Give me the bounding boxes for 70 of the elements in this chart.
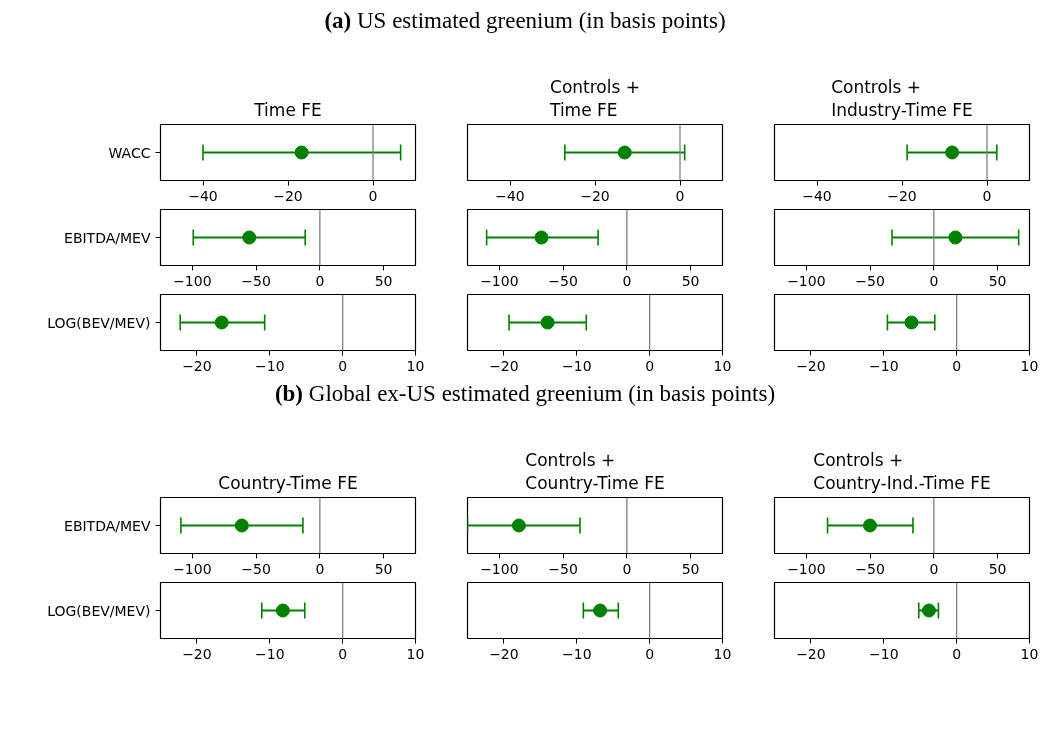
- x-tick-label: 0: [952, 645, 962, 662]
- x-tick-label: 0: [645, 645, 655, 662]
- x-tick-label: −20: [580, 187, 610, 204]
- x-tick-label: −20: [273, 187, 303, 204]
- x-tick-label: −20: [796, 357, 826, 374]
- x-tick-label: −50: [548, 560, 578, 577]
- x-tick-label: −40: [802, 187, 832, 204]
- x-tick-label: −10: [869, 357, 899, 374]
- x-tick-label: 0: [929, 560, 939, 577]
- x-tick-label: 0: [622, 272, 632, 289]
- x-tick-label: −50: [241, 272, 271, 289]
- x-tick-label: 10: [713, 645, 732, 662]
- x-tick-label: −40: [188, 187, 218, 204]
- x-tick-label: 50: [988, 560, 1007, 577]
- x-tick-label: −100: [480, 272, 519, 289]
- chart-title: Time FE: [253, 99, 322, 120]
- x-tick-label: −40: [495, 187, 525, 204]
- x-tick-label: 10: [1020, 645, 1039, 662]
- x-tick-label: 0: [315, 272, 325, 289]
- x-tick-label: 0: [338, 357, 348, 374]
- y-tick-label: EBITDA/MEV: [64, 229, 151, 246]
- x-tick-label: 0: [338, 645, 348, 662]
- x-tick-label: −50: [855, 272, 885, 289]
- x-tick-label: 0: [622, 560, 632, 577]
- x-tick-label: 50: [988, 272, 1007, 289]
- chart-title: Controls + Industry-Time FE: [831, 76, 973, 120]
- x-tick-label: −100: [173, 272, 212, 289]
- chart-title: Controls + Time FE: [549, 76, 640, 120]
- x-tick-label: 0: [315, 560, 325, 577]
- x-tick-label: −10: [255, 645, 285, 662]
- x-tick-label: −100: [787, 560, 826, 577]
- x-tick-label: 0: [952, 357, 962, 374]
- x-tick-label: −100: [480, 560, 519, 577]
- chart-title: Controls + Country-Ind.-Time FE: [813, 449, 991, 493]
- x-tick-label: −20: [796, 645, 826, 662]
- x-tick-label: 0: [929, 272, 939, 289]
- x-tick-label: −10: [562, 357, 592, 374]
- x-tick-label: −50: [241, 560, 271, 577]
- y-tick-label: LOG(BEV/MEV): [47, 314, 151, 331]
- y-tick-label: EBITDA/MEV: [64, 517, 151, 534]
- x-tick-label: 0: [982, 187, 992, 204]
- x-tick-label: −20: [182, 645, 212, 662]
- y-tick-label: LOG(BEV/MEV): [47, 602, 151, 619]
- text: (a) US estimated greenium (in basis points): [323, 7, 727, 35]
- x-tick-label: −100: [787, 272, 826, 289]
- x-tick-label: 0: [368, 187, 378, 204]
- x-tick-label: −10: [869, 645, 899, 662]
- x-tick-label: −100: [173, 560, 212, 577]
- x-tick-label: −20: [887, 187, 917, 204]
- x-tick-label: −20: [489, 645, 519, 662]
- x-tick-label: −10: [562, 645, 592, 662]
- x-tick-label: 50: [374, 560, 393, 577]
- x-tick-label: 10: [406, 357, 425, 374]
- x-tick-label: −50: [548, 272, 578, 289]
- x-tick-label: 10: [1020, 357, 1039, 374]
- x-tick-label: 50: [374, 272, 393, 289]
- x-tick-label: 0: [645, 357, 655, 374]
- x-tick-label: −20: [489, 357, 519, 374]
- chart-title: Controls + Country-Time FE: [525, 449, 665, 493]
- x-tick-label: 10: [406, 645, 425, 662]
- x-tick-label: 10: [713, 357, 732, 374]
- x-tick-label: −10: [255, 357, 285, 374]
- x-tick-label: −20: [182, 357, 212, 374]
- x-tick-label: 50: [681, 560, 700, 577]
- x-tick-label: −50: [855, 560, 885, 577]
- x-tick-label: 0: [675, 187, 685, 204]
- x-tick-label: 50: [681, 272, 700, 289]
- y-tick-label: WACC: [108, 144, 151, 161]
- chart-title: Country-Time FE: [218, 472, 358, 493]
- text: (b) Global ex-US estimated greenium (in basis points): [273, 380, 777, 408]
